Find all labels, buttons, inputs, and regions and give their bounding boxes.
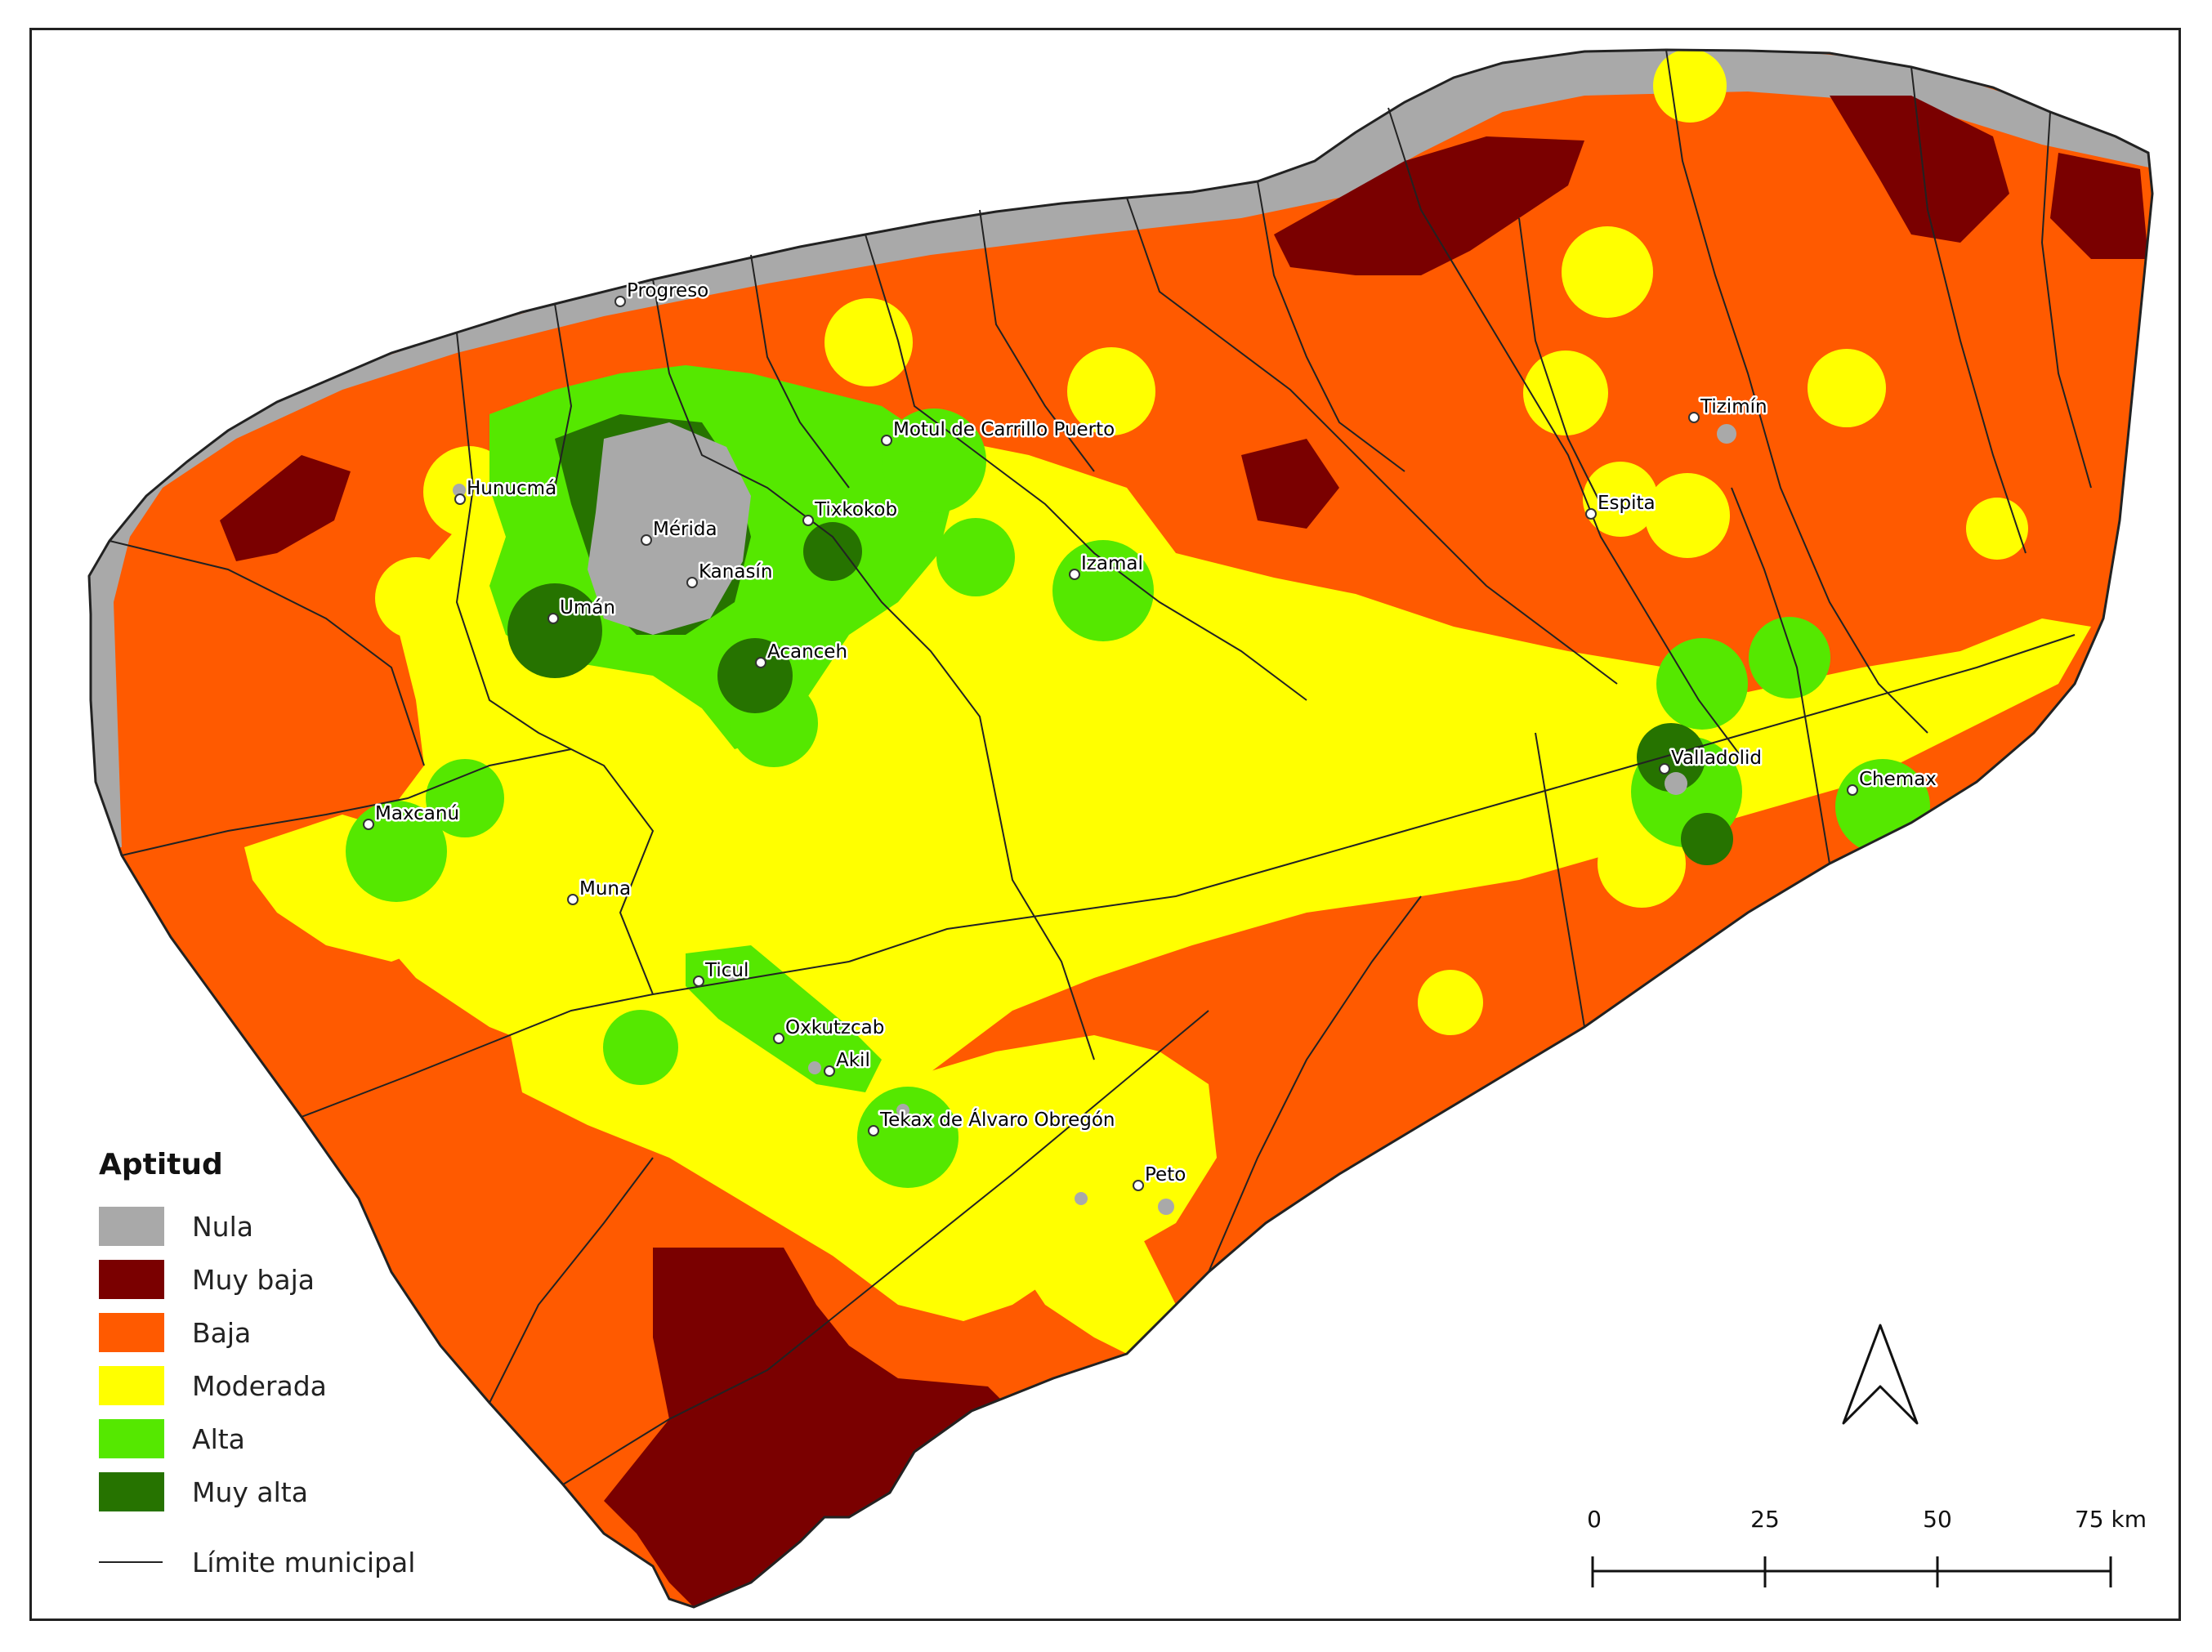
city-marker-progreso	[614, 296, 626, 307]
aptitud-alta-ticul-corridor	[686, 945, 882, 1092]
city-marker-oxkutzcab	[773, 1033, 784, 1044]
city-marker-acanceh	[755, 657, 766, 668]
city-marker-ticul	[693, 976, 704, 987]
legend-label-nula: Nula	[192, 1211, 253, 1243]
city-label-tixkokob: Tixkokob	[814, 499, 897, 520]
city-label-akil: Akil	[836, 1050, 870, 1071]
legend-label-moderada: Moderada	[192, 1370, 327, 1402]
city-label-tizimin: Tizimín	[1700, 396, 1767, 417]
scale-tick-75: 75 km	[2075, 1506, 2147, 1533]
city-marker-maxcanu	[363, 819, 374, 830]
north-arrow-icon	[1842, 1324, 1919, 1425]
city-label-motul: Motul de Carrillo Puerto	[893, 419, 1115, 440]
city-marker-peto	[1133, 1180, 1144, 1191]
legend-label-alta: Alta	[192, 1423, 245, 1455]
state-outline	[87, 48, 2154, 1609]
city-labels: Progreso Hunucmá Mérida Umán Kanasín Tixkokob…	[363, 279, 1938, 1191]
scale-tick-25: 25	[1750, 1506, 1780, 1533]
city-marker-tizimin	[1688, 412, 1700, 423]
scale-tick-50: 50	[1923, 1506, 1952, 1533]
city-marker-merida	[641, 534, 652, 546]
city-label-ticul: Ticul	[704, 960, 749, 981]
city-label-kanasin: Kanasín	[699, 561, 772, 583]
aptitud-muy-baja-east	[2050, 153, 2148, 259]
legend-swatch-nula	[99, 1207, 164, 1246]
city-marker-akil	[824, 1065, 835, 1077]
city-marker-uman	[547, 613, 559, 624]
map-frame: Progreso Hunucmá Mérida Umán Kanasín Tixkokob…	[29, 28, 2181, 1621]
legend-label-muy-baja: Muy baja	[192, 1264, 315, 1296]
city-label-espita: Espita	[1598, 493, 1656, 514]
legend-label-muy-alta: Muy alta	[192, 1476, 308, 1508]
map-canvas: Progreso Hunucmá Mérida Umán Kanasín Tixkokob…	[87, 48, 2154, 1609]
aptitud-muy-baja-north	[1274, 136, 1584, 275]
legend-swatch-alta	[99, 1419, 164, 1458]
legend: Aptitud Nula Muy baja Baja Moderada Alta Muy …	[99, 1148, 415, 1578]
city-label-chemax: Chemax	[1859, 769, 1937, 790]
city-label-muna: Muna	[579, 878, 631, 900]
city-marker-izamal	[1069, 569, 1080, 580]
city-marker-tekax	[868, 1125, 879, 1136]
city-marker-hunucma	[454, 493, 466, 505]
aptitud-muy-baja-northeast	[1830, 96, 2009, 243]
city-label-oxkutzcab: Oxkutzcab	[785, 1017, 884, 1038]
city-label-acanceh: Acanceh	[767, 641, 847, 663]
city-label-maxcanu: Maxcanú	[375, 803, 459, 824]
city-label-progreso: Progreso	[627, 280, 708, 301]
legend-swatch-muy-alta	[99, 1472, 164, 1511]
legend-swatch-muy-baja	[99, 1260, 164, 1299]
legend-swatch-moderada	[99, 1366, 164, 1405]
legend-title: Aptitud	[99, 1148, 223, 1181]
municipal-boundaries	[109, 49, 2092, 1485]
city-marker-muna	[567, 894, 579, 905]
city-label-hunucma: Hunucmá	[467, 478, 556, 499]
city-label-uman: Umán	[560, 597, 615, 618]
city-label-tekax: Tekax de Álvaro Obregón	[879, 1108, 1115, 1131]
aptitud-muy-baja-west	[220, 455, 351, 561]
city-marker-motul	[881, 435, 892, 446]
scale-tick-0: 0	[1587, 1506, 1602, 1533]
aptitud-nula-towns	[453, 424, 1736, 1215]
city-marker-tixkokob	[802, 515, 814, 526]
city-label-valladolid: Valladolid	[1671, 748, 1762, 769]
city-label-peto: Peto	[1145, 1164, 1186, 1185]
aptitud-nula-coast	[89, 50, 2152, 602]
scale-bar: 0 25 50 75 km	[1587, 1506, 2147, 1587]
city-marker-espita	[1585, 508, 1597, 520]
legend-boundary-label: Límite municipal	[192, 1547, 415, 1578]
city-marker-chemax	[1847, 784, 1858, 796]
city-label-merida: Mérida	[653, 519, 717, 540]
aptitud-muy-baja-center	[1241, 439, 1339, 529]
city-marker-valladolid	[1659, 763, 1670, 775]
legend-label-baja: Baja	[192, 1317, 251, 1349]
city-marker-kanasin	[686, 577, 698, 588]
city-label-izamal: Izamal	[1081, 553, 1143, 574]
aptitud-moderada-buffers	[274, 50, 2028, 1243]
legend-swatch-baja	[99, 1313, 164, 1352]
aptitud-nula-merida-urban	[588, 422, 751, 635]
